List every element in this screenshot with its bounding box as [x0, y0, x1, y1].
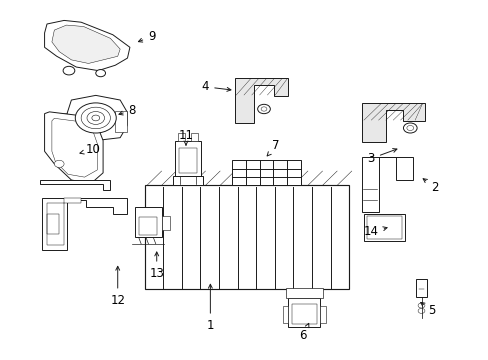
Text: 2: 2: [422, 179, 438, 194]
Text: 11: 11: [178, 129, 193, 145]
Circle shape: [75, 103, 116, 133]
Circle shape: [257, 104, 270, 114]
Text: 7: 7: [266, 139, 279, 156]
Polygon shape: [234, 78, 288, 123]
Circle shape: [63, 66, 75, 75]
Circle shape: [406, 126, 413, 131]
Bar: [139, 217, 157, 234]
Bar: [177, 134, 184, 140]
Text: 14: 14: [363, 225, 386, 238]
Text: 4: 4: [202, 80, 230, 93]
Text: 12: 12: [110, 266, 125, 307]
Bar: [288, 298, 320, 327]
Polygon shape: [44, 21, 130, 71]
Polygon shape: [40, 180, 110, 190]
Bar: [415, 279, 426, 297]
Polygon shape: [172, 176, 203, 185]
Bar: [135, 207, 161, 237]
Polygon shape: [52, 118, 97, 177]
Bar: [320, 306, 325, 323]
Circle shape: [96, 69, 105, 77]
Bar: [57, 113, 66, 127]
Text: 9: 9: [138, 30, 155, 43]
Bar: [47, 214, 59, 234]
Bar: [190, 134, 198, 140]
Bar: [363, 214, 405, 241]
Polygon shape: [52, 25, 120, 63]
Bar: [285, 288, 322, 298]
Bar: [175, 140, 200, 176]
Text: 5: 5: [420, 302, 435, 318]
Polygon shape: [65, 95, 127, 140]
Bar: [292, 305, 316, 324]
Bar: [144, 185, 348, 289]
Circle shape: [261, 107, 266, 111]
Text: 10: 10: [80, 143, 101, 156]
Bar: [179, 148, 196, 173]
Polygon shape: [361, 157, 412, 212]
Circle shape: [92, 115, 100, 121]
Bar: [161, 216, 170, 230]
Polygon shape: [47, 198, 81, 244]
Bar: [232, 160, 300, 185]
Text: 3: 3: [367, 149, 396, 165]
Text: 8: 8: [119, 104, 136, 117]
Bar: [366, 216, 402, 239]
Bar: [115, 111, 127, 132]
Circle shape: [54, 160, 64, 167]
Text: 6: 6: [299, 323, 308, 342]
Bar: [282, 306, 288, 323]
Polygon shape: [42, 198, 127, 250]
Text: 13: 13: [149, 252, 164, 280]
Text: 1: 1: [206, 284, 214, 332]
Circle shape: [403, 123, 416, 133]
Polygon shape: [361, 103, 424, 142]
Polygon shape: [44, 112, 103, 184]
